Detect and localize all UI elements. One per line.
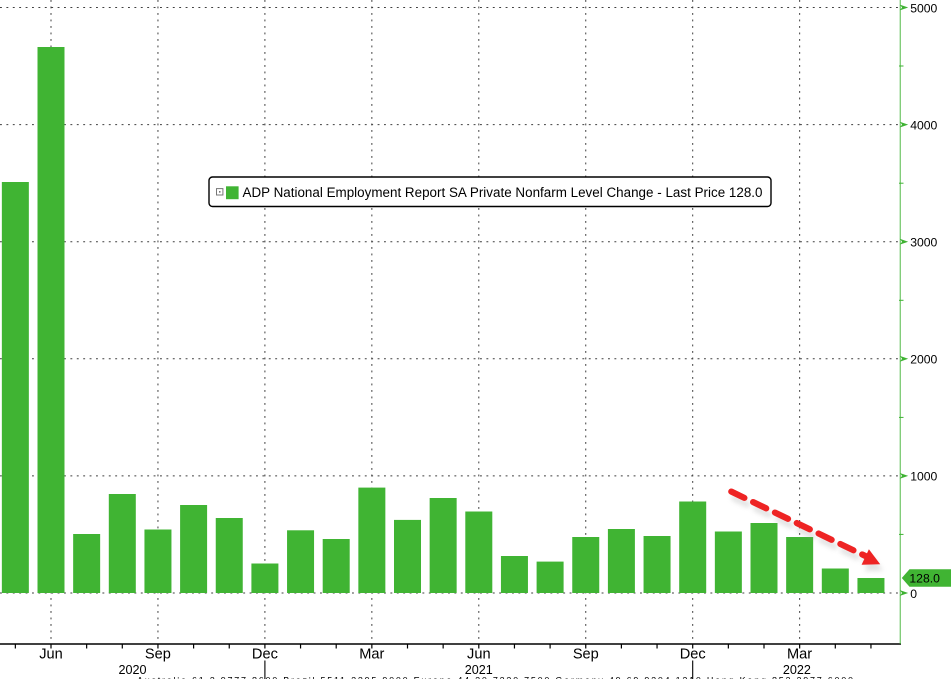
- svg-text:0: 0: [910, 587, 917, 601]
- svg-text:Dec: Dec: [680, 647, 706, 663]
- svg-text:Mar: Mar: [787, 647, 812, 663]
- svg-text:Australia 61 2 9777 8600 Brazi: Australia 61 2 9777 8600 Brazil 5511 239…: [137, 675, 853, 679]
- svg-text:Sep: Sep: [145, 647, 171, 663]
- svg-text:Sep: Sep: [573, 647, 599, 663]
- svg-text:2020: 2020: [118, 663, 146, 677]
- svg-text:5000: 5000: [910, 1, 937, 15]
- svg-text:4000: 4000: [910, 118, 937, 132]
- svg-text:1000: 1000: [910, 470, 937, 484]
- svg-text:ADP National Employment Report: ADP National Employment Report SA Privat…: [243, 185, 763, 200]
- svg-text:Mar: Mar: [359, 647, 384, 663]
- svg-text:128.0: 128.0: [909, 572, 940, 586]
- svg-text:2000: 2000: [910, 353, 937, 367]
- svg-text:Jun: Jun: [39, 647, 63, 663]
- svg-text:Dec: Dec: [252, 647, 278, 663]
- svg-text:2022: 2022: [783, 663, 811, 677]
- svg-text:2021: 2021: [465, 663, 493, 677]
- svg-text:Jun: Jun: [467, 647, 491, 663]
- svg-text:3000: 3000: [910, 236, 937, 250]
